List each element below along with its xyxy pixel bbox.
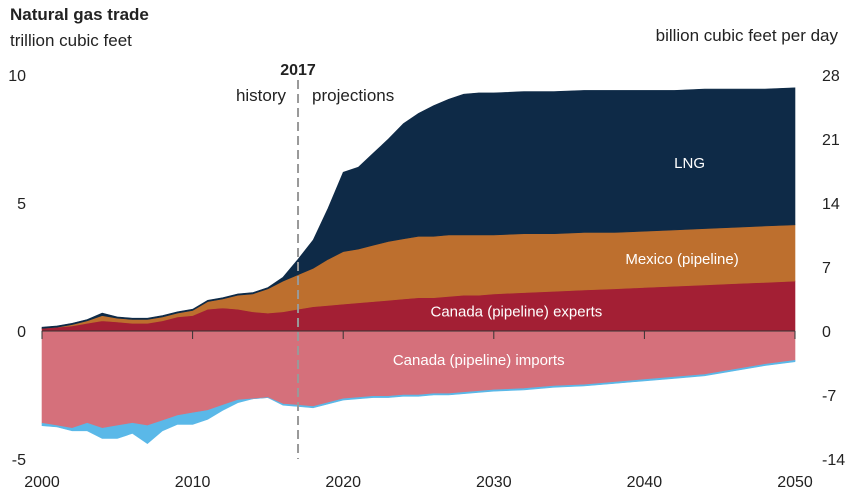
y-right-tick-label: -7 bbox=[822, 388, 836, 405]
series-label-canada-pipeline-experts: Canada (pipeline) experts bbox=[430, 304, 602, 321]
series-label-canada-pipeline-imports: Canada (pipeline) imports bbox=[393, 352, 565, 369]
area-lng bbox=[41, 87, 796, 329]
y-right-tick-label: 21 bbox=[822, 132, 840, 149]
x-tick-label: 2040 bbox=[627, 474, 663, 491]
x-tick-label: 2020 bbox=[325, 474, 361, 491]
x-tick-label: 2000 bbox=[24, 474, 60, 491]
divider-year-label: 2017 bbox=[280, 62, 316, 79]
y-right-tick-label: -14 bbox=[822, 452, 845, 469]
x-tick-label: 2030 bbox=[476, 474, 512, 491]
series-label-mexico-pipeline: Mexico (pipeline) bbox=[625, 251, 738, 268]
area-series-4 bbox=[41, 360, 796, 444]
y-right-tick-label: 28 bbox=[822, 68, 840, 85]
x-tick-label: 2010 bbox=[175, 474, 211, 491]
y-left-tick-label: 0 bbox=[17, 324, 26, 341]
y-right-tick-label: 7 bbox=[822, 260, 831, 277]
chart-title: Natural gas trade bbox=[10, 5, 149, 24]
x-tick-label: 2050 bbox=[777, 474, 813, 491]
projections-label: projections bbox=[312, 86, 394, 105]
y-left-tick-label: 5 bbox=[17, 196, 26, 213]
series-label-lng: LNG bbox=[674, 155, 705, 172]
history-label: history bbox=[236, 86, 287, 105]
y-right-tick-label: 0 bbox=[822, 324, 831, 341]
left-axis-unit-label: trillion cubic feet bbox=[10, 31, 132, 50]
y-left-tick-label: -5 bbox=[12, 452, 26, 469]
y-left-tick-label: 10 bbox=[8, 68, 26, 85]
area-canada-pipeline-imports bbox=[41, 330, 796, 429]
y-right-tick-label: 14 bbox=[822, 196, 840, 213]
right-axis-unit-label: billion cubic feet per day bbox=[655, 26, 838, 45]
